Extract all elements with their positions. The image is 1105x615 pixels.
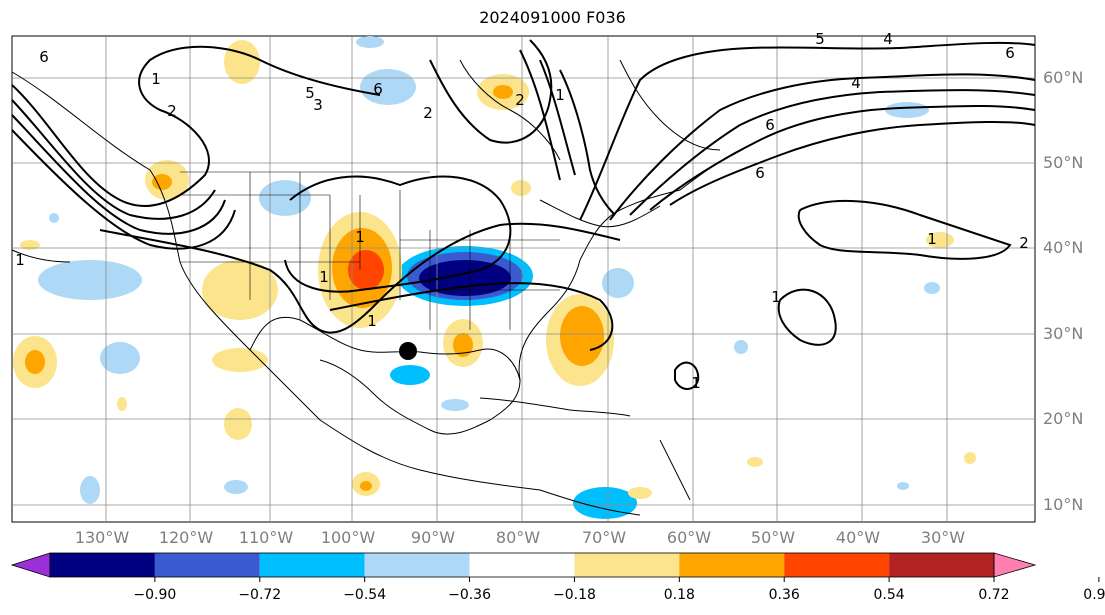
graticule	[12, 36, 1035, 522]
colorbar-tick-label: 0.54	[873, 587, 905, 603]
longitude-label: 30°W	[920, 528, 966, 547]
contour-label: 1	[15, 251, 25, 269]
longitude-label: 90°W	[410, 528, 456, 547]
colorbar-tick-label: 0.36	[768, 587, 800, 603]
colorbar-outline	[49, 552, 995, 578]
colorbar-segment	[574, 553, 680, 577]
contours	[11, 39, 1036, 390]
contour-label: 1	[555, 86, 565, 104]
colorbar-segment	[469, 553, 575, 577]
colorbar-tick-label: −0.36	[448, 587, 491, 603]
contour-label: 1	[151, 70, 161, 88]
negative-shading	[38, 36, 940, 519]
colorbar-tick-label: −0.90	[133, 587, 177, 603]
colorbar-tick-label: −0.72	[238, 587, 282, 603]
contour-label: 1	[367, 312, 377, 330]
colorbar-tick-label: 0.90	[1083, 587, 1105, 603]
longitude-label: 70°W	[581, 528, 627, 547]
contour-label: 1	[691, 374, 701, 392]
colorbar-segment	[50, 553, 155, 577]
longitude-label: 50°W	[750, 528, 796, 547]
colorbar-segment	[259, 553, 365, 577]
longitude-label: 120°W	[158, 528, 214, 547]
colorbar-tick-label: −0.18	[552, 587, 596, 603]
longitude-label: 40°W	[835, 528, 881, 547]
latitude-label: 40°N	[1043, 238, 1084, 257]
contour-label: 4	[851, 74, 861, 92]
contour-label: 1	[319, 268, 329, 286]
contour-label: 2	[423, 104, 433, 122]
colorbar-extend-max	[993, 552, 1037, 578]
latitude-label: 20°N	[1043, 409, 1084, 428]
colorbar-segment	[784, 553, 890, 577]
longitude-label: 100°W	[320, 528, 376, 547]
contour-label: 6	[755, 164, 765, 182]
latitude-label: 30°N	[1043, 324, 1084, 343]
contour-label: 1	[771, 288, 781, 306]
storm-center-dot	[399, 342, 417, 360]
contour-label: 6	[373, 80, 383, 98]
colorbar-tick-label: 0.72	[978, 587, 1010, 603]
contour-label: 3	[313, 96, 323, 114]
longitude-label: 110°W	[238, 528, 294, 547]
latitude-label: 10°N	[1043, 495, 1084, 514]
latitude-label: 50°N	[1043, 153, 1084, 172]
contour-label: 6	[39, 48, 49, 66]
contour-label: 6	[1005, 44, 1015, 62]
contour-label: 6	[765, 116, 775, 134]
longitude-label: 130°W	[74, 528, 130, 547]
colorbar-segment	[154, 553, 260, 577]
map-title: 2024091000 F036	[479, 8, 626, 27]
contour-label: 5	[305, 84, 315, 102]
colorbar-tick-label: 0.18	[663, 587, 695, 603]
colorbar	[10, 552, 1100, 582]
longitude-label: 60°W	[666, 528, 712, 547]
contour-label: 1	[355, 228, 365, 246]
contour-label: 2	[515, 91, 525, 109]
contour-label: 1	[927, 230, 937, 248]
contour-label: 2	[1019, 234, 1029, 252]
colorbar-segment	[364, 553, 470, 577]
latitude-label: 60°N	[1043, 68, 1084, 87]
colorbar-segment	[679, 553, 785, 577]
colorbar-extend-min	[10, 552, 51, 578]
colorbar-segment	[889, 553, 994, 577]
contour-label: 5	[815, 30, 825, 48]
contour-label: 4	[883, 30, 893, 48]
longitude-label: 80°W	[495, 528, 541, 547]
colorbar-tick-label: −0.54	[343, 587, 387, 603]
contour-label: 2	[167, 102, 177, 120]
state-borders	[180, 171, 560, 330]
